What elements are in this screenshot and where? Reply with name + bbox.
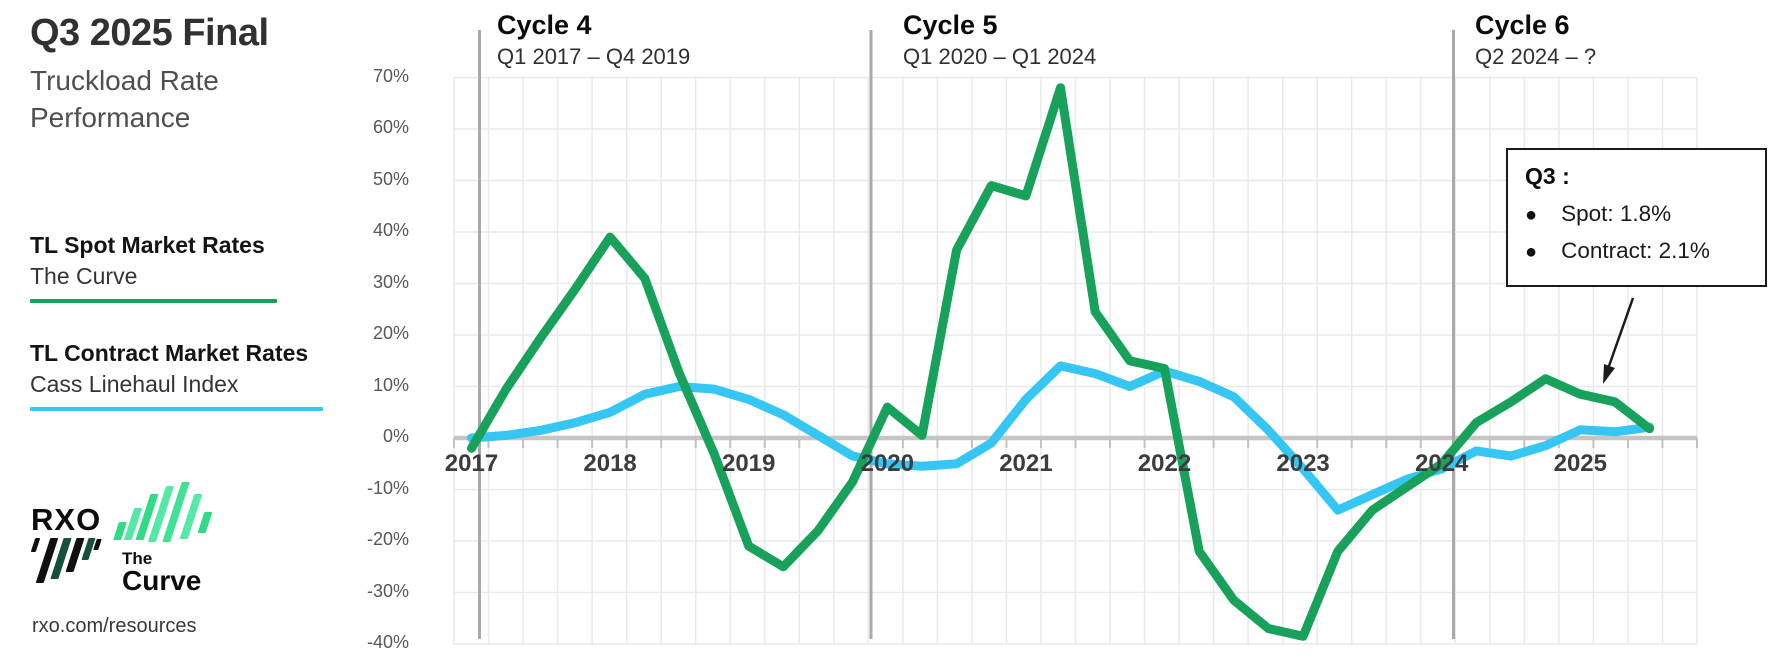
callout-arrowhead-icon [1603, 364, 1615, 384]
cycle-range: Q1 2020 – Q1 2024 [903, 44, 1097, 69]
cycle-header-6: Cycle 6 Q2 2024 – ? [1475, 10, 1596, 70]
cycle-name: Cycle 6 [1475, 10, 1570, 40]
callout-contract-item: ● Contract: 2.1% [1525, 238, 1765, 264]
logo-the-text: The [122, 549, 153, 568]
y-axis-label: 20% [372, 323, 409, 343]
x-axis-label: 2023 [1276, 450, 1330, 477]
legend-spot-color-bar [30, 299, 277, 303]
legend-contract-rates: TL Contract Market Rates Cass Linehaul I… [30, 340, 323, 411]
footer-url: rxo.com/resources [32, 615, 197, 637]
y-axis-label: -40% [366, 632, 409, 652]
page-subtitle-line2: Performance [30, 102, 191, 133]
legend-contract-color-bar [30, 407, 323, 411]
q3-callout-box: Q3 : ● Spot: 1.8% ● Contract: 2.1% [1506, 148, 1767, 287]
callout-title: Q3 : [1525, 163, 1570, 189]
x-axis-label: 2021 [999, 450, 1053, 477]
cycle-name: Cycle 5 [903, 10, 998, 40]
page-title: Q3 2025 Final [30, 12, 269, 54]
rxo-wordmark: RXO [31, 502, 102, 537]
x-axis-label: 2019 [721, 450, 776, 477]
y-axis-label: 60% [372, 117, 409, 137]
curve-glyph-stripe-icon [197, 512, 213, 533]
x-axis-label: 2020 [860, 450, 914, 477]
page-subtitle: Truckload Rate Performance [30, 62, 219, 136]
x-axis-label: 2018 [583, 450, 637, 477]
y-axis-label: -10% [366, 477, 409, 498]
callout-contract-value: Contract: 2.1% [1561, 238, 1710, 263]
cycle-header-4: Cycle 4 Q1 2017 – Q4 2019 [497, 10, 690, 70]
cycle-header-5: Cycle 5 Q1 2020 – Q1 2024 [903, 10, 1096, 70]
legend-contract-label: TL Contract Market Rates [30, 340, 309, 366]
cycle-range: Q1 2017 – Q4 2019 [497, 44, 691, 69]
legend-spot-rates: TL Spot Market Rates The Curve [30, 232, 277, 303]
page-subtitle-line1: Truckload Rate [30, 65, 219, 96]
y-axis-label: 50% [372, 168, 409, 189]
y-axis-label: 0% [382, 426, 409, 446]
legend-spot-label: TL Spot Market Rates [30, 232, 265, 258]
cycle-name: Cycle 4 [497, 10, 592, 40]
y-axis-label: -30% [366, 580, 409, 601]
y-axis-label: 40% [372, 220, 409, 240]
series-line [467, 361, 1655, 515]
bullet-icon: ● [1525, 204, 1538, 226]
logo-curve-text: Curve [122, 565, 202, 596]
rxo-the-curve-logo: RXO The Curve [30, 478, 241, 598]
bullet-icon: ● [1525, 241, 1538, 263]
series-line [467, 83, 1655, 641]
callout-spot-value: Spot: 1.8% [1561, 201, 1672, 226]
y-axis-label: 10% [372, 374, 409, 395]
callout-arrow [1607, 297, 1635, 367]
x-axis-label: 2025 [1553, 450, 1607, 477]
legend-contract-sublabel: Cass Linehaul Index [30, 371, 239, 397]
x-axis-label: 2024 [1414, 450, 1469, 477]
x-axis-label: 2022 [1137, 450, 1192, 477]
y-axis-label: -20% [366, 529, 409, 549]
legend-spot-sublabel: The Curve [30, 263, 138, 289]
cycle-range: Q2 2024 – ? [1475, 44, 1597, 69]
y-axis-label: 30% [372, 271, 409, 292]
logo-stripe-icon [30, 538, 41, 552]
callout-spot-item: ● Spot: 1.8% [1525, 201, 1765, 227]
x-axis-label: 2017 [444, 450, 499, 477]
y-axis-label: 70% [372, 65, 409, 86]
